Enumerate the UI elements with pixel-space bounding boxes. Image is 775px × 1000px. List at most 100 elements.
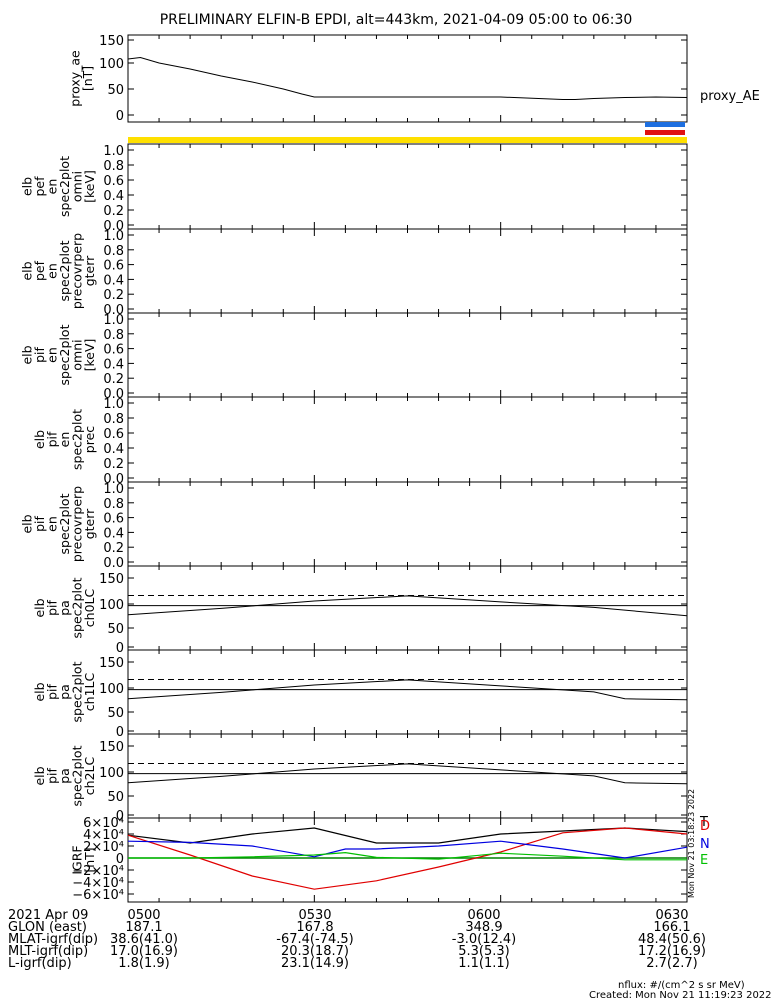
red-status-bar — [645, 130, 685, 135]
y-axis-label-line: elb — [32, 430, 47, 449]
y-tick-label: 0.6 — [103, 427, 124, 442]
y-axis-label-line: pa — [57, 600, 72, 616]
y-axis-label-line: elb — [32, 598, 47, 617]
y-tick-label: 100 — [99, 766, 124, 781]
footer-row-value: 187.1 — [125, 920, 162, 935]
y-tick-label: 0.4 — [103, 357, 124, 372]
panel-frame — [127, 34, 688, 123]
y-axis-label-line: [nT] — [82, 847, 97, 872]
y-axis-label-line: ch2LC — [82, 757, 97, 796]
y-tick-label: 0.8 — [103, 497, 124, 512]
y-tick-label: 0.8 — [103, 159, 124, 174]
panel-frame — [127, 143, 688, 230]
y-tick-label: 100 — [99, 598, 124, 613]
y-axis-label-line: pef — [32, 260, 47, 281]
y-axis-label-line: en — [45, 347, 60, 363]
y-tick-label: 0.2 — [103, 204, 124, 219]
igrf-series-E — [128, 851, 687, 861]
panel-frame — [127, 649, 688, 735]
igrf-series-D — [127, 827, 688, 890]
y-tick-label: 0.4 — [103, 442, 124, 457]
footer-row-value: 167.8 — [296, 920, 333, 935]
y-axis-label-line: pif — [32, 346, 47, 362]
panel-frame — [127, 733, 688, 819]
y-axis-label-line: elb — [32, 682, 47, 701]
y-tick-label: 0.6 — [103, 343, 124, 358]
y-tick-label: 0.0 — [103, 472, 124, 487]
panel-igrf: 6×10⁴4×10⁴2×10⁴0−2×10⁴−4×10⁴−6×10⁴IGRF[n… — [70, 789, 711, 903]
y-axis-label-line: proxy_ae — [68, 50, 83, 107]
legend-igrf-E: E — [700, 853, 708, 868]
y-tick-label: 0.6 — [103, 512, 124, 527]
footer-date: 2021 Apr 09 — [8, 908, 88, 923]
panel-frame — [127, 817, 688, 903]
y-tick-label: 1.0 — [103, 229, 124, 244]
panel-frame — [127, 481, 688, 567]
y-tick-label: 0.8 — [103, 412, 124, 427]
y-tick-label: 6×10⁴ — [83, 816, 124, 831]
igrf-series-N — [127, 840, 688, 859]
footer-row-value: -3.0(12.4) — [452, 932, 516, 947]
footer-row-label: L-igrf(dip) — [8, 956, 72, 971]
y-tick-label: −6×10⁴ — [72, 888, 124, 903]
y-axis-label-line: IGRF — [70, 845, 85, 874]
legend-igrf-N: N — [700, 837, 710, 852]
y-tick-label: 0 — [116, 852, 124, 867]
y-tick-label: −4×10⁴ — [72, 876, 124, 891]
y-axis-label: IGRF[nT] — [70, 845, 98, 874]
y-axis-label-line: pif — [45, 431, 60, 447]
vertical-stamp: Mon Nov 21 03:18:23 2022 — [687, 789, 696, 898]
y-axis-label-line: pef — [32, 176, 47, 197]
footer-row-value: 48.4(50.6) — [638, 932, 706, 947]
y-tick-label: 50 — [107, 706, 124, 721]
y-tick-label: 1.0 — [103, 144, 124, 159]
panel-frame — [127, 312, 688, 398]
y-tick-label: 0.8 — [103, 328, 124, 343]
footer-row-label: MLT-igrf(dip) — [8, 944, 88, 959]
y-tick-label: 1.0 — [103, 313, 124, 328]
y-tick-label: 0.0 — [103, 303, 124, 318]
y-axis-label-line: elb — [32, 766, 47, 785]
y-tick-label: 1.0 — [103, 482, 124, 497]
y-axis-label-line: omni — [70, 339, 85, 370]
y-axis-label-line: precovrperp — [70, 486, 85, 562]
y-axis-label-line: ch0LC — [82, 589, 97, 628]
footer-row-value: 17.0(16.9) — [110, 944, 178, 959]
footer-row-value: 348.9 — [465, 920, 502, 935]
nflux-units: nflux: #/(cm^2 s sr MeV) — [618, 980, 745, 991]
igrf-series-T — [127, 827, 688, 844]
footer-time-tick: 0600 — [467, 908, 500, 923]
y-axis-label-line: prec — [82, 426, 97, 453]
panel-pef_en_spec2plot_precovrperp_gterr: 1.00.80.60.40.20.0 elbpefenspec2plotpreco… — [20, 228, 688, 318]
footer-row-value: 20.3(18.7) — [281, 944, 349, 959]
footer-row-value: -67.4(-74.5) — [276, 932, 353, 947]
y-tick-label: 0 — [116, 641, 124, 656]
legend-proxy-ae: proxy_AE — [700, 89, 760, 104]
y-axis-label-line: gterr — [82, 255, 97, 286]
footer-row-value: 17.2(16.9) — [638, 944, 706, 959]
y-tick-label: 1.0 — [103, 397, 124, 412]
y-tick-label: 0 — [116, 109, 124, 124]
y-axis-label-line: elb — [20, 261, 35, 280]
y-axis-label-line: en — [45, 179, 60, 195]
y-tick-label: 0.0 — [103, 556, 124, 571]
footer-time-tick: 0530 — [298, 908, 331, 923]
y-axis-label-line: en — [45, 263, 60, 279]
footer-row-value: 2.7(2.7) — [646, 956, 698, 971]
y-tick-label: 0.2 — [103, 372, 124, 387]
y-tick-label: 0.6 — [103, 174, 124, 189]
y-tick-label: 0.0 — [103, 219, 124, 234]
y-tick-label: 150 — [99, 572, 124, 587]
panels-group: 150100500proxy_ae[nT]proxy_AE1.00.80.60.… — [20, 34, 760, 903]
footer-row-value: 38.6(41.0) — [110, 932, 178, 947]
plot-title: PRELIMINARY ELFIN-B EPDI, alt=443km, 202… — [160, 12, 633, 28]
y-axis-label-line: spec2plot — [57, 156, 72, 217]
y-axis-label-line: spec2plot — [70, 409, 85, 470]
y-tick-label: 0.4 — [103, 189, 124, 204]
